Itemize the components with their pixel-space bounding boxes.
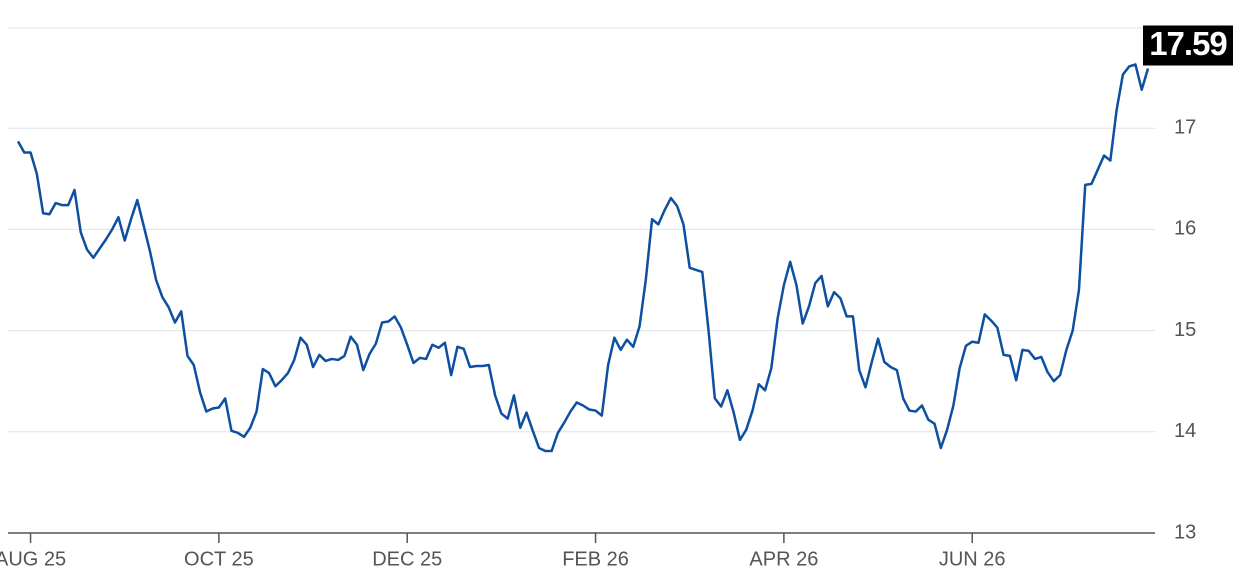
x-tick-label: AUG 25 bbox=[0, 548, 66, 570]
y-tick-label: 15 bbox=[1174, 319, 1196, 341]
price-line bbox=[16, 63, 1150, 453]
y-tick-label: 16 bbox=[1174, 218, 1196, 240]
y-tick-label: 17 bbox=[1174, 116, 1196, 138]
x-tick-label: FEB 26 bbox=[562, 548, 629, 570]
last-value-label: 17.59 bbox=[1149, 25, 1227, 62]
x-tick-label: DEC 25 bbox=[372, 548, 442, 570]
y-tick-label: 14 bbox=[1174, 420, 1196, 442]
x-tick-label: APR 26 bbox=[749, 548, 818, 570]
y-tick-label: 13 bbox=[1174, 521, 1196, 543]
x-tick-label: JUN 26 bbox=[939, 548, 1006, 570]
last-value-box bbox=[1143, 25, 1233, 66]
x-tick-label: OCT 25 bbox=[184, 548, 254, 570]
